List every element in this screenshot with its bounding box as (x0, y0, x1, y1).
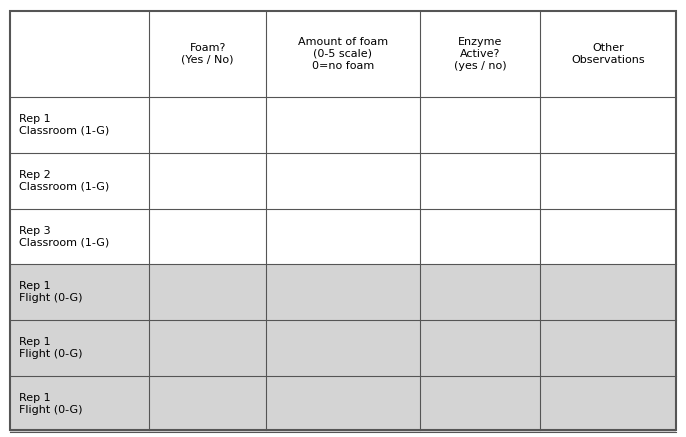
Bar (10, 153, 676, 208)
Text: Amount of foam
(0-5 scale)
0=no foam: Amount of foam (0-5 scale) 0=no foam (298, 37, 388, 70)
Bar (10, 208, 676, 264)
Text: Rep 1
Flight (0-G): Rep 1 Flight (0-G) (19, 337, 82, 359)
Text: Foam?
(Yes / No): Foam? (Yes / No) (181, 43, 234, 65)
Text: Other
Observations: Other Observations (571, 43, 645, 65)
Bar (10, 264, 676, 320)
Text: Rep 3
Classroom (1-G): Rep 3 Classroom (1-G) (19, 225, 109, 247)
Text: Enzyme
Active?
(yes / no): Enzyme Active? (yes / no) (454, 37, 506, 70)
Bar (10, 11, 676, 97)
Text: Rep 1
Classroom (1-G): Rep 1 Classroom (1-G) (19, 114, 109, 135)
Bar (10, 320, 676, 376)
Bar (10, 97, 676, 153)
Text: Rep 1
Flight (0-G): Rep 1 Flight (0-G) (19, 393, 82, 415)
Bar (10, 376, 676, 432)
Text: Rep 2
Classroom (1-G): Rep 2 Classroom (1-G) (19, 170, 109, 191)
Text: Rep 1
Flight (0-G): Rep 1 Flight (0-G) (19, 281, 82, 303)
